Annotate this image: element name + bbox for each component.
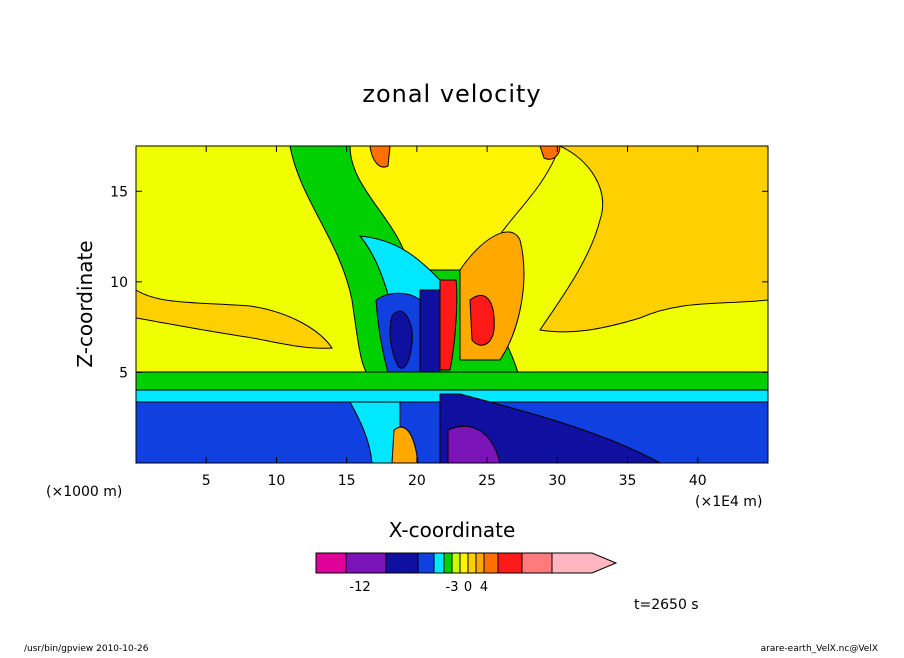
contour-cyan-gap <box>349 401 401 463</box>
contour-orange-left-band <box>136 289 333 349</box>
colorbar: -12 -3 0 4 <box>315 552 618 595</box>
footer-left: /usr/bin/gpview 2010-10-26 <box>24 644 149 654</box>
x-tick-label: 5 <box>202 473 211 489</box>
colorbar-swatch <box>385 552 419 574</box>
contour-red-column <box>439 279 458 371</box>
x-tick-label: 15 <box>338 473 356 489</box>
y-unit-note: (×1000 m) <box>46 484 122 500</box>
colorbar-tick-label: 0 <box>464 580 472 595</box>
time-label: t=2650 s <box>634 597 699 613</box>
x-tick-label: 10 <box>268 473 286 489</box>
contour-green-band <box>136 371 768 391</box>
contour-navy-core <box>389 310 413 369</box>
x-unit-note: (×1E4 m) <box>695 494 762 510</box>
x-tick-label: 35 <box>619 473 637 489</box>
x-tick-label: 20 <box>408 473 426 489</box>
colorbar-swatch <box>467 552 477 574</box>
colorbar-swatch <box>443 552 453 574</box>
colorbar-tick-label: 4 <box>480 580 488 595</box>
x-axis-label: X-coordinate <box>389 518 516 542</box>
contour-field <box>136 146 768 463</box>
colorbar-swatch <box>521 552 553 574</box>
y-tick-label: 15 <box>110 184 128 200</box>
colorbar-swatch <box>459 552 469 574</box>
y-axis-label: Z-coordinate <box>73 240 97 367</box>
colorbar-tick-label: -3 <box>446 580 459 595</box>
x-tick-label: 30 <box>548 473 566 489</box>
x-axis: 5 10 15 20 25 30 35 40 <box>202 146 707 489</box>
colorbar-swatch <box>451 552 461 574</box>
contour-red-right-lobe <box>469 294 495 346</box>
colorbar-swatch <box>483 552 499 574</box>
colorbar-swatch <box>417 552 435 574</box>
y-tick-label: 5 <box>119 365 128 381</box>
colorbar-swatch <box>345 552 387 574</box>
y-axis: 5 10 15 <box>110 184 768 381</box>
x-tick-label: 25 <box>478 473 496 489</box>
colorbar-tick-label: -12 <box>349 580 370 595</box>
contour-orange-top-lobe <box>369 146 391 168</box>
contour-orange-wedge <box>391 426 419 463</box>
x-tick-label: 40 <box>689 473 707 489</box>
colorbar-swatch <box>497 552 523 574</box>
contour-gold-right <box>539 146 768 333</box>
y-tick-label: 10 <box>110 275 128 291</box>
chart-title: zonal velocity <box>362 80 541 108</box>
colorbar-swatch <box>475 552 485 574</box>
colorbar-swatch <box>315 552 347 574</box>
colorbar-extend-arrow <box>551 552 618 574</box>
colorbar-swatch <box>433 552 445 574</box>
footer-right: arare-earth_VelX.nc@VelX <box>761 644 878 654</box>
plot-frame <box>135 145 769 464</box>
